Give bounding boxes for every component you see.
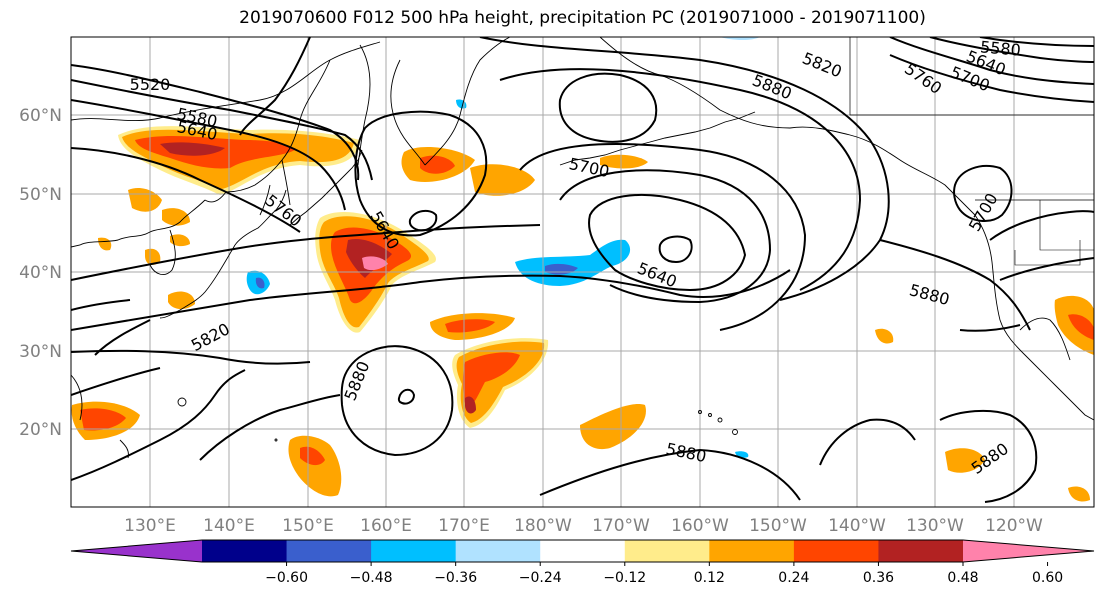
- map-title: 2019070600 F012 500 hPa height, precipit…: [239, 8, 926, 28]
- lat-label: 30°N: [19, 342, 62, 362]
- lon-label: 140°E: [203, 516, 255, 536]
- lat-label: 60°N: [19, 106, 62, 126]
- colorbar: −0.60 −0.48 −0.36 −0.24 −0.12 0.12 0.24 0.36 0.4…: [70, 539, 1095, 586]
- lon-label: 170°W: [592, 516, 650, 536]
- colorbar-segment: [624, 540, 710, 562]
- colorbar-segment: [371, 540, 457, 562]
- lat-label: 50°N: [19, 185, 62, 205]
- lon-label: 130°W: [906, 516, 964, 536]
- colorbar-tick-label: −0.36: [434, 570, 477, 586]
- colorbar-segment: [286, 540, 372, 562]
- lon-label: 160°W: [671, 516, 729, 536]
- colorbar-tick-label: 0.36: [863, 570, 894, 586]
- latitude-labels: 60°N 50°N 40°N 30°N 20°N: [19, 106, 62, 440]
- colorbar-tick-label: −0.48: [350, 570, 393, 586]
- colorbar-segment: [878, 540, 964, 562]
- lon-label: 120°W: [985, 516, 1043, 536]
- colorbar-segment: [709, 540, 795, 562]
- lon-label: 130°E: [124, 516, 176, 536]
- contour-label: 5580: [979, 37, 1021, 59]
- lon-label: 150°E: [282, 516, 334, 536]
- colorbar-outline: [70, 539, 1095, 563]
- lon-label: 150°W: [749, 516, 807, 536]
- colorbar-tick-label: 0.12: [694, 570, 725, 586]
- lat-label: 40°N: [19, 263, 62, 283]
- lon-label: 140°W: [828, 516, 886, 536]
- colorbar-tick-label: 0.24: [778, 570, 809, 586]
- map-frame: [70, 36, 1095, 508]
- colorbar-tick-label: 0.60: [1032, 570, 1063, 586]
- colorbar-extend-low: [71, 540, 202, 562]
- colorbar-segment: [455, 540, 541, 562]
- colorbar-tick-label: −0.24: [519, 570, 562, 586]
- colorbar-tick-label: −0.12: [603, 570, 646, 586]
- contour-label: 5520: [130, 75, 171, 94]
- colorbar-segment: [540, 540, 626, 562]
- colorbar-segment: [793, 540, 879, 562]
- colorbar-segment: [202, 540, 288, 562]
- colorbar-extend-high: [963, 540, 1094, 562]
- lon-label: 160°E: [360, 516, 412, 536]
- height-contours: [71, 37, 1094, 503]
- longitude-labels: 130°E 140°E 150°E 160°E 170°E 180°W 170°…: [124, 516, 1043, 536]
- lat-label: 20°N: [19, 420, 62, 440]
- lon-label: 180°W: [514, 516, 572, 536]
- colorbar-tick-label: −0.60: [265, 570, 308, 586]
- coastlines: [71, 37, 1094, 459]
- lon-label: 170°E: [438, 516, 490, 536]
- colorbar-tick-label: 0.48: [947, 570, 978, 586]
